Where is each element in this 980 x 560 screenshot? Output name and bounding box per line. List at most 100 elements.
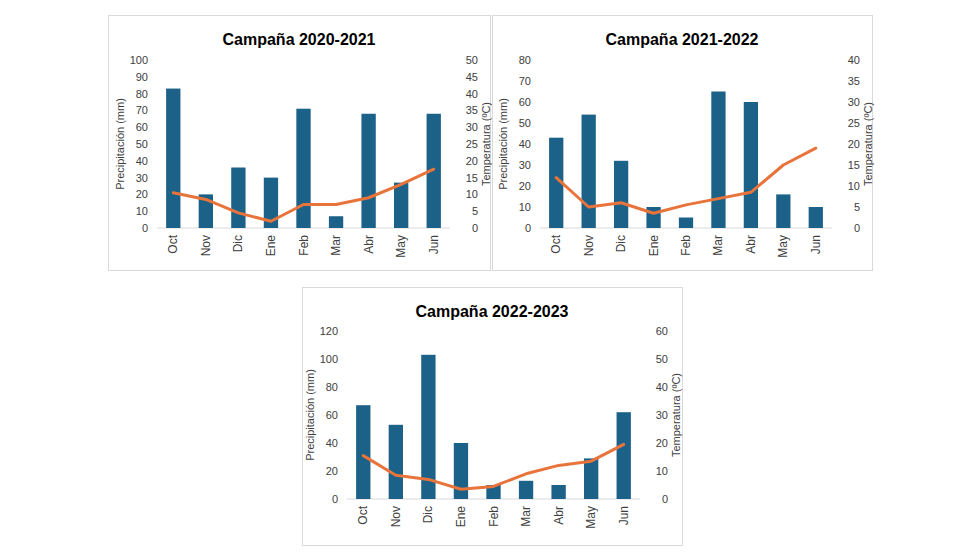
x-tick-label: Dic <box>231 235 245 252</box>
y2-axis-title: Temperatura (ºC) <box>670 373 682 457</box>
y2-tick-label: 40 <box>656 381 668 393</box>
y2-tick-label: 30 <box>656 409 668 421</box>
plot-area <box>166 89 441 228</box>
y2-tick <box>450 93 453 94</box>
y-tick-label: 70 <box>136 104 148 116</box>
x-tick-label: Ene <box>264 235 278 257</box>
y2-tick <box>832 123 835 124</box>
y2-tick <box>450 160 453 161</box>
y2-tick <box>832 186 835 187</box>
bar <box>361 114 375 228</box>
chart: Campaña 2022-202302040608010012001020304… <box>303 288 683 546</box>
y2-tick <box>450 144 453 145</box>
x-tick-label: Jun <box>809 235 823 254</box>
chart-title: Campaña 2022-2023 <box>416 303 569 320</box>
y-tick-label: 70 <box>519 75 531 87</box>
y2-tick-label: 40 <box>466 88 478 100</box>
bar <box>551 485 565 499</box>
line <box>556 148 816 213</box>
y-tick-label: 50 <box>519 117 531 129</box>
y-tick <box>154 211 157 212</box>
y-tick-label: 50 <box>136 138 148 150</box>
bar <box>296 109 310 228</box>
x-tick-label: Nov <box>582 235 596 256</box>
y2-tick <box>450 228 453 229</box>
y-tick-label: 30 <box>519 159 531 171</box>
y-tick <box>154 194 157 195</box>
x-tick-label: Abr <box>552 506 566 525</box>
y-tick <box>537 102 540 103</box>
y-tick <box>154 144 157 145</box>
y-tick-label: 20 <box>136 188 148 200</box>
y2-tick-label: 10 <box>656 465 668 477</box>
y2-tick-label: 20 <box>656 437 668 449</box>
chart-frame <box>493 16 873 271</box>
y-tick <box>537 228 540 229</box>
chart-frame <box>109 16 491 271</box>
bar <box>329 216 343 228</box>
y-tick <box>154 160 157 161</box>
bar <box>356 405 370 499</box>
y2-tick-label: 20 <box>466 155 478 167</box>
y2-tick <box>832 144 835 145</box>
x-tick-label: Nov <box>199 235 213 256</box>
y-tick <box>344 387 347 388</box>
y2-tick-label: 40 <box>848 54 860 66</box>
y2-tick-label: 20 <box>848 138 860 150</box>
y2-tick <box>832 102 835 103</box>
y-tick <box>154 60 157 61</box>
y-tick <box>154 228 157 229</box>
x-tick-label: Nov <box>389 506 403 527</box>
y2-tick-label: 5 <box>854 201 860 213</box>
bar <box>809 207 823 228</box>
y-tick <box>154 93 157 94</box>
y-tick <box>537 123 540 124</box>
y-tick <box>344 415 347 416</box>
y2-tick-label: 0 <box>854 222 860 234</box>
y-axis-title: Precipitación (mm) <box>497 98 509 190</box>
y2-axis-title: Temperatura (ºC) <box>862 102 874 186</box>
chart-frame <box>303 288 683 546</box>
y2-tick-label: 30 <box>466 121 478 133</box>
y-tick-label: 120 <box>320 325 338 337</box>
x-tick-label: Ene <box>647 235 661 257</box>
y-tick-label: 80 <box>519 54 531 66</box>
y-tick-label: 90 <box>136 71 148 83</box>
y-tick-label: 100 <box>130 54 148 66</box>
y2-tick-label: 25 <box>848 117 860 129</box>
y-tick-label: 80 <box>136 88 148 100</box>
y-tick-label: 60 <box>136 121 148 133</box>
y-tick <box>344 443 347 444</box>
y2-tick <box>450 110 453 111</box>
y2-tick-label: 45 <box>466 71 478 83</box>
y2-tick <box>640 499 643 500</box>
y2-tick-label: 15 <box>848 159 860 171</box>
x-tick-label: May <box>584 506 598 529</box>
y2-tick <box>450 76 453 77</box>
y-tick <box>154 177 157 178</box>
bar <box>231 168 245 228</box>
y2-tick <box>832 207 835 208</box>
y2-tick-label: 0 <box>662 493 668 505</box>
line <box>173 169 433 221</box>
bar <box>584 458 598 499</box>
y-tick-label: 0 <box>525 222 531 234</box>
y-tick <box>344 331 347 332</box>
y2-axis-title: Temperatura (ºC) <box>480 102 492 186</box>
y-tick <box>537 144 540 145</box>
y2-tick-label: 0 <box>472 222 478 234</box>
x-tick-label: Oct <box>549 234 563 253</box>
y2-tick <box>640 387 643 388</box>
x-tick-label: Mar <box>329 235 343 256</box>
x-tick-label: Feb <box>679 235 693 256</box>
y2-tick-label: 60 <box>656 325 668 337</box>
y2-tick <box>450 127 453 128</box>
y-tick <box>537 165 540 166</box>
x-tick-label: Oct <box>166 234 180 253</box>
y-tick-label: 40 <box>326 437 338 449</box>
bar <box>617 412 631 499</box>
bar <box>614 161 628 228</box>
y-tick <box>344 471 347 472</box>
plot-area <box>356 355 631 499</box>
y2-tick <box>640 443 643 444</box>
